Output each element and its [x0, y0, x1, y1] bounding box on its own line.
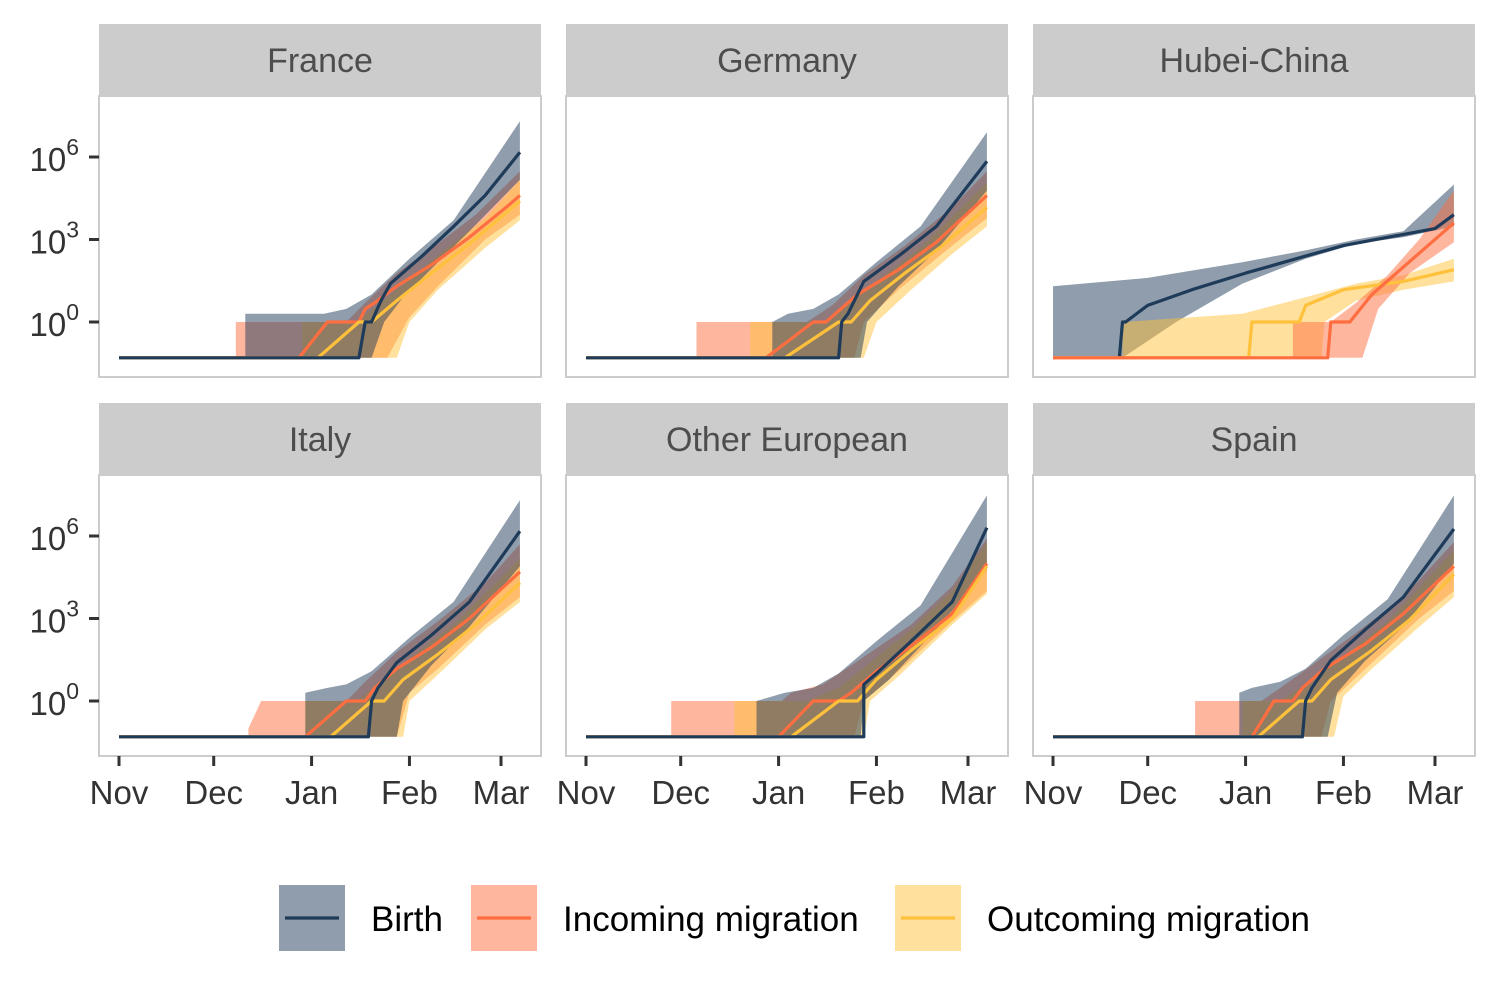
birth-line [119, 151, 522, 360]
legend-label: Outcoming migration [987, 900, 1310, 939]
facet-panel: Hubei-China [1032, 24, 1476, 378]
facet-panel: Germany [565, 24, 1009, 378]
incoming-ribbon [1292, 190, 1454, 358]
x-tick-label: Mar [940, 774, 997, 811]
facet-title: Spain [1211, 421, 1298, 459]
legend-label: Incoming migration [563, 900, 859, 939]
outcoming-legend-key [895, 885, 961, 951]
birth-line [1053, 528, 1456, 739]
x-tick-label: Jan [752, 774, 805, 811]
x-tick-label: Nov [90, 774, 149, 811]
facet-title: France [267, 42, 373, 80]
facet-strip [1033, 403, 1475, 475]
panel-border [565, 474, 1009, 757]
x-tick-label: Nov [1024, 774, 1083, 811]
incoming-line [119, 570, 521, 739]
birth-line [586, 527, 989, 739]
outcoming-line [586, 205, 988, 360]
birth-line [119, 530, 522, 739]
x-tick-label: Dec [1118, 774, 1177, 811]
facet-strip [566, 24, 1008, 96]
outcoming-ribbon [1122, 258, 1454, 358]
x-tick-label: Feb [848, 774, 905, 811]
incoming-line [119, 194, 521, 360]
facet-strip [566, 403, 1008, 475]
panel-border [1032, 474, 1476, 757]
birth-legend-key [279, 885, 345, 951]
facet-title: Italy [289, 421, 351, 459]
birth-ribbon [756, 495, 987, 737]
facet-panel: Italy 100 103 106 Nov Dec Jan Feb Mar [29, 403, 542, 811]
y-tick-label: 106 [29, 513, 79, 557]
legend-label: Birth [371, 900, 443, 939]
y-tick-label: 103 [29, 217, 79, 261]
x-tick-label: Jan [285, 774, 338, 811]
outcoming-line [586, 565, 989, 739]
x-tick-label: Nov [557, 774, 616, 811]
incoming-line [1053, 221, 1455, 360]
legend: Birth Incoming migration Outcoming migrati… [279, 885, 1310, 951]
x-tick-label: Dec [651, 774, 710, 811]
x-tick-label: Mar [473, 774, 530, 811]
y-tick-label: 100 [29, 678, 79, 722]
x-tick-label: Mar [1407, 774, 1464, 811]
birth-ribbon [1239, 495, 1454, 737]
x-tick-label: Feb [1315, 774, 1372, 811]
panel-border [1032, 95, 1476, 378]
facet-title: Other European [666, 421, 908, 459]
birth-ribbon [245, 121, 520, 358]
outcoming-line [119, 581, 522, 739]
y-tick-label: 106 [29, 134, 79, 178]
x-tick-label: Dec [184, 774, 243, 811]
panel-border [565, 95, 1009, 378]
y-tick-label: 103 [29, 596, 79, 640]
incoming-legend-key [471, 885, 537, 951]
outcoming-line [1053, 268, 1455, 360]
panel-border [98, 474, 542, 757]
x-tick-label: Jan [1219, 774, 1272, 811]
x-tick-label: Feb [381, 774, 438, 811]
facet-strip [99, 24, 541, 96]
facet-strip [1033, 24, 1475, 96]
birth-line [586, 160, 989, 360]
birth-ribbon [305, 500, 520, 737]
outcoming-line [1053, 573, 1456, 739]
facet-title: Hubei-China [1160, 42, 1349, 80]
facet-panel: Spain Nov Dec Jan Feb Mar [1024, 403, 1476, 811]
y-tick-label: 100 [29, 299, 79, 343]
incoming-line [586, 562, 989, 739]
panel-border [98, 95, 542, 378]
incoming-line [586, 194, 988, 360]
facet-title: Germany [717, 42, 857, 80]
incoming-line [1053, 565, 1455, 739]
facet-panel: France 100 103 106 [29, 24, 542, 378]
birth-line [1117, 213, 1455, 358]
outcoming-line [119, 199, 521, 360]
facet-panel: Other European Nov Dec Jan Feb Mar [557, 403, 1009, 811]
facet-strip [99, 403, 541, 475]
